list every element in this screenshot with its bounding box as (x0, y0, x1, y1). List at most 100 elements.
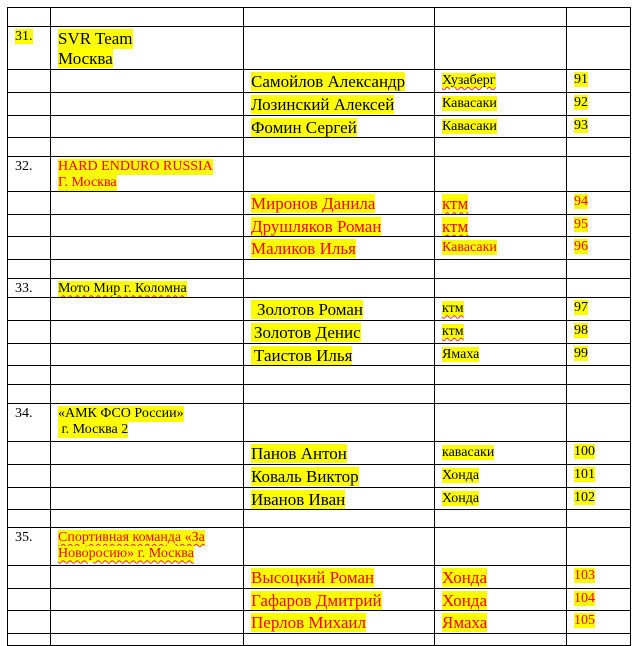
rider-name: Высоцкий Роман (251, 568, 375, 588)
empty-cell (50, 587, 244, 612)
rider-row: Перлов Михаил Ямаха 105 (7, 610, 631, 635)
race-number-cell: 101 (566, 463, 631, 488)
bike-cell: Кавасаки (434, 236, 567, 261)
rider-name-cell: Панов Антон (243, 441, 435, 465)
rider-name: Панов Антон (251, 444, 347, 464)
empty-cell (50, 565, 244, 589)
empty-cell (434, 403, 567, 443)
team-name-line: Спортивная команда «За (58, 530, 205, 547)
team-name-cell: «АМК ФСО России» г. Москва 2 (50, 403, 244, 443)
team-name-line: Г. Москва (58, 175, 117, 191)
race-number-cell: 105 (566, 610, 631, 635)
team-number-cell: 33. (7, 278, 51, 299)
race-number: 104 (574, 590, 595, 606)
empty-row (7, 137, 631, 158)
bike-cell: Кавасаки (434, 114, 567, 139)
empty-cell (434, 509, 567, 529)
bike-brand: Ямаха (442, 346, 480, 362)
team-number-cell: 32. (7, 156, 51, 193)
empty-cell (50, 441, 244, 465)
empty-cell (7, 365, 51, 386)
empty-cell (7, 137, 51, 158)
rider-name: Таистов Илья (251, 345, 353, 365)
empty-cell (7, 384, 51, 405)
rider-row: Лозинский Алексей Кавасаки 92 (7, 91, 631, 116)
empty-cell (434, 365, 567, 386)
bike-brand: Хузаберг (442, 73, 496, 88)
race-number: 103 (574, 568, 595, 584)
rider-name-cell: Маликов Илья (243, 236, 435, 261)
empty-cell (50, 236, 244, 261)
team-row: 34. «АМК ФСО России» г. Москва 2 (7, 403, 631, 443)
rider-name: Перлов Михаил (251, 613, 366, 633)
race-number: 99 (574, 345, 588, 361)
empty-cell (7, 91, 51, 116)
rider-row: Гафаров Дмитрий Хонда 104 (7, 587, 631, 612)
team-name-line: Мото Мир г. Коломна (58, 281, 187, 297)
rider-row: Фомин Сергей Кавасаки 93 (7, 114, 631, 139)
empty-cell (50, 384, 244, 405)
bike-brand: кавасаки (442, 445, 495, 461)
bike-cell: ктм (434, 297, 567, 322)
race-number: 93 (574, 117, 588, 133)
rider-row: Миронов Данила ктм 94 (7, 191, 631, 215)
rider-row: Панов Антон кавасаки 100 (7, 441, 631, 465)
bike-cell: ктм (434, 320, 567, 344)
team-name-cell: HARD ENDURO RUSSIA Г. Москва (50, 156, 244, 193)
empty-row (7, 259, 631, 280)
empty-cell (243, 259, 435, 280)
team-name-line: SVR Team (58, 29, 133, 49)
race-number: 98 (574, 323, 588, 339)
empty-cell (7, 7, 51, 27)
empty-cell (243, 365, 435, 386)
race-number: 94 (574, 194, 588, 210)
bike-cell: ктм (434, 191, 567, 215)
team-name-line: г. Москва 2 (58, 422, 129, 439)
team-number-cell: 35. (7, 527, 51, 567)
empty-cell (7, 565, 51, 589)
empty-cell (7, 441, 51, 465)
race-number: 101 (574, 466, 595, 482)
empty-cell (243, 278, 435, 299)
race-number: 102 (574, 489, 595, 505)
bike-brand: Хонда (442, 568, 487, 588)
bike-brand: Хонда (442, 467, 480, 483)
empty-cell (243, 384, 435, 405)
empty-cell (7, 320, 51, 344)
rider-name: Иванов Иван (251, 489, 346, 509)
rider-name: Коваль Виктор (251, 466, 359, 486)
bike-brand: Хонда (442, 590, 487, 610)
rider-name-cell: Самойлов Александр (243, 69, 435, 93)
rider-name-cell: Золотов Роман (243, 297, 435, 322)
team-number: 32. (15, 159, 33, 175)
race-number: 91 (574, 72, 588, 87)
race-number-cell: 96 (566, 236, 631, 261)
race-number: 96 (574, 239, 588, 255)
rider-name: Фомин Сергей (251, 117, 357, 137)
empty-cell (566, 384, 631, 405)
bike-cell: Ямаха (434, 610, 567, 635)
rider-name-cell: Гафаров Дмитрий (243, 587, 435, 612)
empty-cell (434, 26, 567, 70)
rider-name-cell: Золотов Денис (243, 320, 435, 344)
bike-brand: ктм (442, 216, 469, 236)
rider-name-cell: Коваль Виктор (243, 463, 435, 488)
empty-cell (434, 278, 567, 299)
team-row: 31. SVR Team Москва (7, 26, 631, 70)
empty-row (7, 384, 631, 405)
bike-cell: ктм (434, 213, 567, 238)
race-number-cell: 95 (566, 213, 631, 238)
race-number-cell: 100 (566, 441, 631, 465)
team-row: 35. Спортивная команда «За Новоросию» г. М… (7, 527, 631, 567)
race-number-cell: 103 (566, 565, 631, 589)
empty-cell (50, 463, 244, 488)
empty-cell (50, 320, 244, 344)
empty-cell (7, 259, 51, 280)
race-number-cell: 94 (566, 191, 631, 215)
empty-cell (7, 486, 51, 511)
rider-name-cell: Иванов Иван (243, 486, 435, 511)
bike-cell: Хонда (434, 587, 567, 612)
team-name-cell: SVR Team Москва (50, 26, 244, 70)
empty-cell (566, 7, 631, 27)
empty-cell (566, 403, 631, 443)
